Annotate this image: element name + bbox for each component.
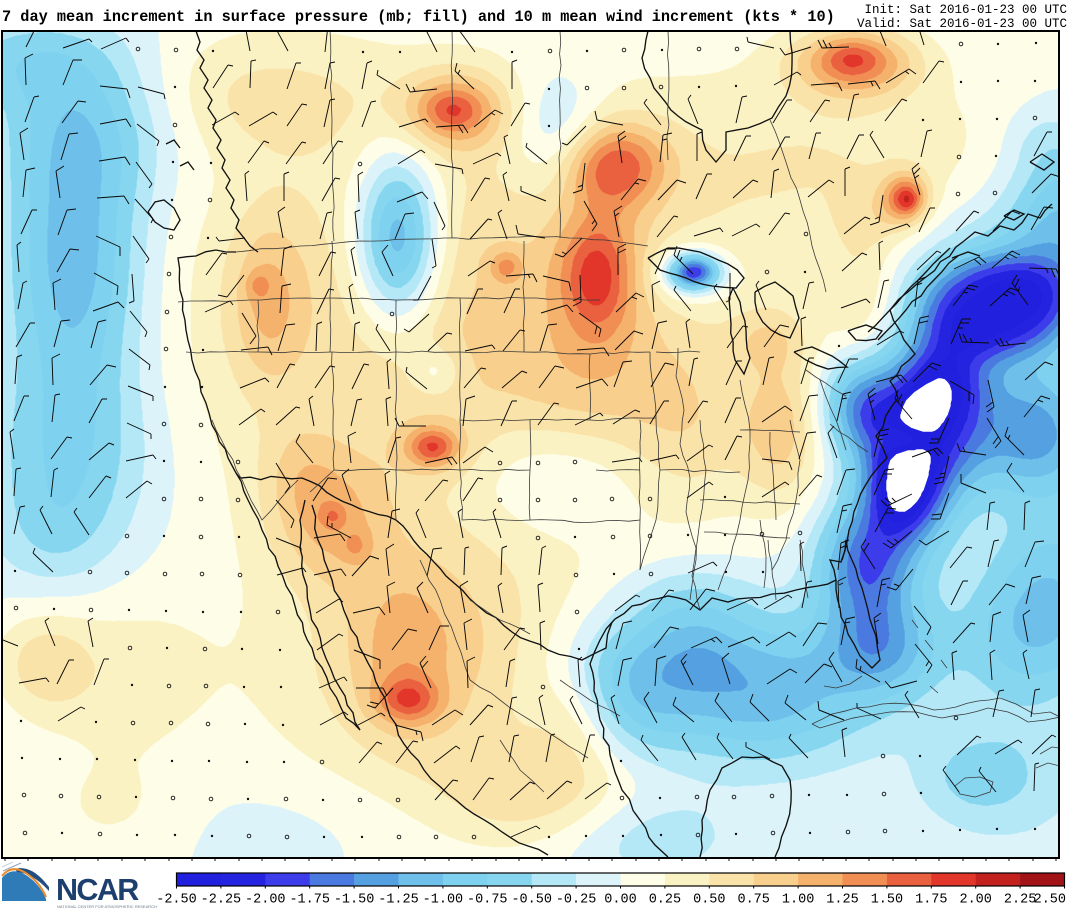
svg-text:Init: Sat 2016-01-23 00 UTC: Init: Sat 2016-01-23 00 UTC <box>864 3 1067 17</box>
svg-text:NCAR: NCAR <box>56 873 139 907</box>
svg-text:2.00: 2.00 <box>959 893 991 908</box>
svg-text:-0.75: -0.75 <box>467 893 508 908</box>
svg-text:1.25: 1.25 <box>826 893 858 908</box>
svg-text:1.75: 1.75 <box>915 893 947 908</box>
svg-text:-0.50: -0.50 <box>511 893 552 908</box>
svg-text:2.25: 2.25 <box>1004 893 1036 908</box>
svg-text:0.50: 0.50 <box>693 893 725 908</box>
svg-text:1.50: 1.50 <box>871 893 903 908</box>
svg-text:0.75: 0.75 <box>737 893 769 908</box>
svg-text:-2.00: -2.00 <box>245 893 286 908</box>
svg-text:-1.00: -1.00 <box>423 893 464 908</box>
svg-text:7 day mean increment in surfac: 7 day mean increment in surface pressure… <box>2 8 835 26</box>
svg-text:NATIONAL CENTER FOR ATMOSPHERI: NATIONAL CENTER FOR ATMOSPHERIC RESEARCH <box>57 904 157 909</box>
svg-text:-2.25: -2.25 <box>201 893 242 908</box>
svg-text:0.00: 0.00 <box>604 893 636 908</box>
svg-text:-2.50: -2.50 <box>156 893 197 908</box>
svg-text:Valid: Sat 2016-01-23 00 UTC: Valid: Sat 2016-01-23 00 UTC <box>857 17 1067 31</box>
svg-text:1.00: 1.00 <box>782 893 814 908</box>
svg-text:-1.75: -1.75 <box>289 893 330 908</box>
svg-text:2.50: 2.50 <box>1034 893 1066 908</box>
svg-text:0.25: 0.25 <box>649 893 681 908</box>
svg-text:-0.25: -0.25 <box>556 893 597 908</box>
svg-text:-1.25: -1.25 <box>378 893 419 908</box>
svg-text:-1.50: -1.50 <box>334 893 375 908</box>
